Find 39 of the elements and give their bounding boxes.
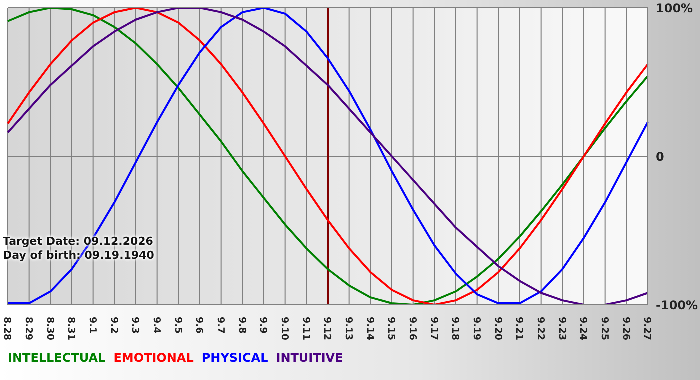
x-tick-label: 9.25 xyxy=(599,317,610,340)
x-tick-label: 9.27 xyxy=(642,317,653,340)
x-tick-label: 9.23 xyxy=(556,317,568,340)
x-tick-label: 9.5 xyxy=(172,317,184,334)
annotation: Day of birth: 09.19.1940 xyxy=(3,249,154,263)
x-tick-label: 9.10 xyxy=(279,317,290,341)
x-tick-label: 9.13 xyxy=(343,317,354,340)
x-tick-label: 9.8 xyxy=(236,317,248,334)
x-tick-label: 8.30 xyxy=(44,317,56,341)
y-tick-label: 0 xyxy=(656,150,664,164)
x-tick-label: 8.31 xyxy=(66,317,77,340)
x-tick-label: 9.11 xyxy=(300,317,312,340)
x-tick-label: 9.1 xyxy=(87,317,98,334)
x-tick-label: 9.21 xyxy=(514,317,525,340)
x-tick-label: 9.22 xyxy=(535,317,546,340)
x-tick-label: 9.19 xyxy=(471,317,482,340)
x-tick-label: 9.18 xyxy=(450,317,461,341)
x-tick-label: 9.2 xyxy=(108,317,120,334)
x-tick-label: 9.6 xyxy=(194,317,205,334)
x-tick-label: 9.7 xyxy=(215,317,226,334)
x-tick-label: 9.3 xyxy=(130,317,141,334)
y-tick-label: -100% xyxy=(656,298,698,312)
x-tick-label: 9.15 xyxy=(386,317,397,340)
x-tick-label: 9.14 xyxy=(364,317,376,341)
x-tick-label: 9.16 xyxy=(407,317,418,341)
x-tick-label: 8.28 xyxy=(2,317,13,341)
x-tick-label: 9.9 xyxy=(258,317,269,334)
x-tick-label: 9.20 xyxy=(492,317,504,341)
text: INTELLECTUAL xyxy=(8,351,106,365)
text: PHYSICAL xyxy=(202,351,268,365)
text: EMOTIONAL xyxy=(114,351,194,365)
y-tick-label: 100% xyxy=(656,1,694,16)
x-tick-label: 9.17 xyxy=(428,317,440,340)
text: INTUITIVE xyxy=(276,351,344,365)
x-tick-label: 9.26 xyxy=(620,317,632,341)
x-tick-label: 9.24 xyxy=(578,317,589,341)
x-tick-label: 8.29 xyxy=(23,317,34,340)
x-tick-label: 9.4 xyxy=(151,317,162,334)
x-tick-label: 9.12 xyxy=(322,317,333,340)
